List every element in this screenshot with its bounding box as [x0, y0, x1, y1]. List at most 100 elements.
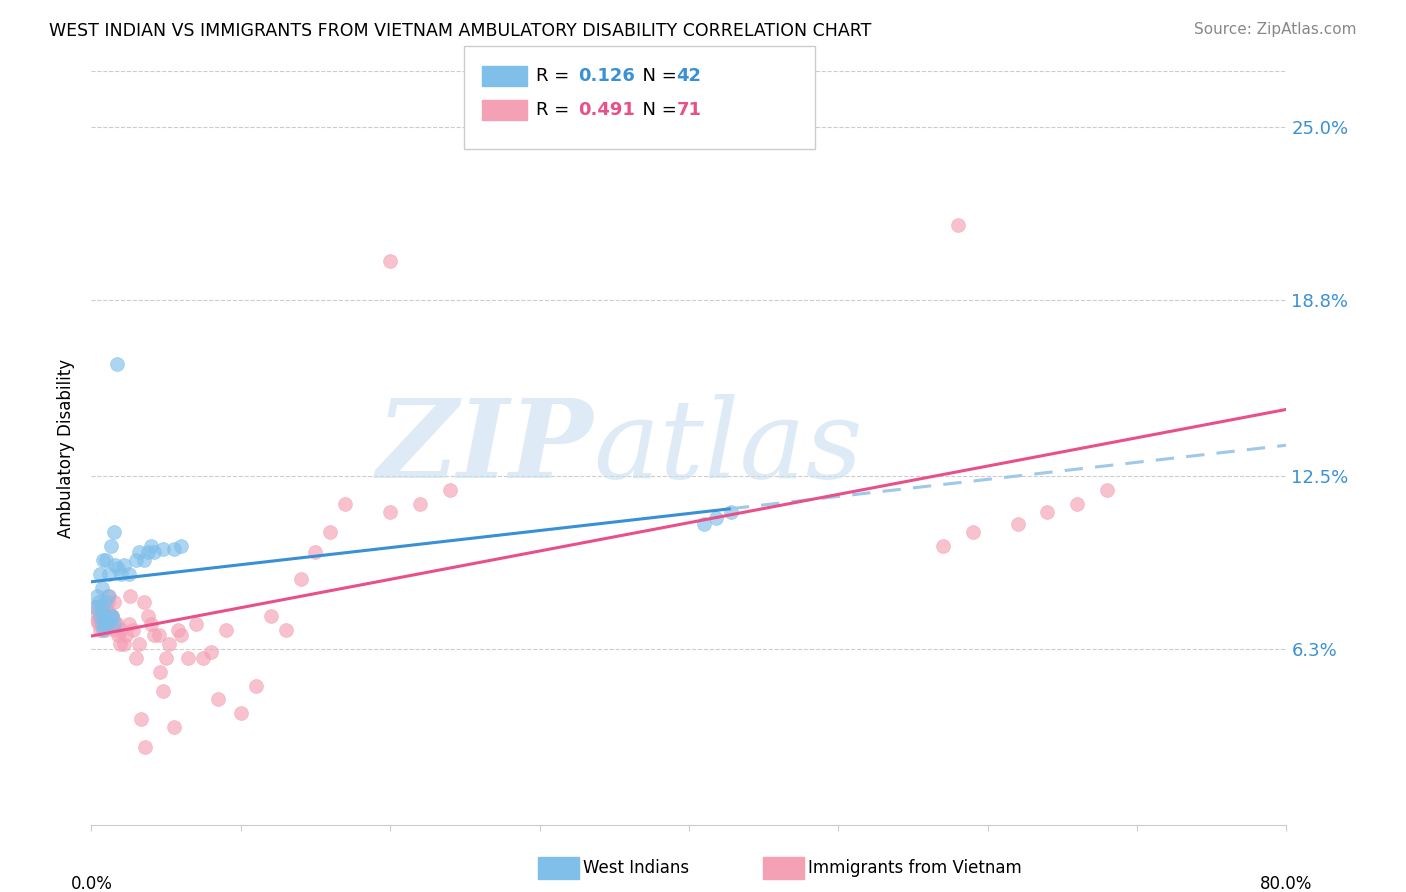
Point [118, 566, 141, 581]
Point [170, 539, 193, 553]
Point [97, 595, 120, 609]
Point [134, 739, 156, 754]
Point [304, 544, 326, 558]
Text: N =: N = [631, 101, 683, 119]
Point [380, 505, 402, 519]
Point [87, 600, 110, 615]
Text: ZIP: ZIP [377, 394, 593, 502]
Text: N =: N = [631, 67, 683, 85]
Text: R =: R = [536, 67, 575, 85]
Point [125, 553, 148, 567]
Point [207, 692, 229, 706]
Point [720, 505, 742, 519]
Point [100, 617, 122, 632]
Point [96, 553, 118, 567]
Point [100, 608, 122, 623]
Point [104, 623, 127, 637]
Point [101, 608, 124, 623]
Text: 0.126: 0.126 [578, 67, 634, 85]
Text: West Indians: West Indians [583, 859, 689, 877]
Point [84, 600, 107, 615]
Point [103, 524, 125, 539]
Point [132, 553, 155, 567]
Point [89, 623, 111, 637]
Point [100, 539, 122, 553]
Point [90, 615, 112, 629]
Point [157, 637, 180, 651]
Point [162, 541, 184, 556]
Point [98, 615, 121, 629]
Point [141, 539, 163, 553]
Point [200, 645, 222, 659]
Point [96, 608, 118, 623]
Point [94, 617, 117, 632]
Point [128, 544, 150, 558]
Point [693, 516, 716, 531]
Text: 0.491: 0.491 [578, 101, 634, 119]
Point [96, 600, 118, 615]
Point [148, 628, 170, 642]
Point [946, 218, 969, 232]
Point [93, 623, 115, 637]
Point [184, 617, 207, 632]
Point [100, 608, 122, 623]
Point [87, 595, 110, 609]
Point [114, 628, 136, 642]
Point [122, 623, 145, 637]
Point [97, 589, 120, 603]
Point [104, 558, 127, 573]
Point [84, 608, 107, 623]
Point [290, 573, 312, 587]
Text: atlas: atlas [593, 394, 863, 502]
Point [932, 539, 955, 553]
Point [170, 628, 193, 642]
Point [439, 483, 461, 497]
Point [704, 511, 727, 525]
Point [125, 650, 148, 665]
Point [89, 608, 111, 623]
Point [93, 553, 115, 567]
Point [132, 595, 155, 609]
Text: 80.0%: 80.0% [1260, 875, 1313, 892]
Point [97, 615, 120, 629]
Y-axis label: Ambulatory Disability: Ambulatory Disability [58, 359, 76, 538]
Point [110, 623, 132, 637]
Point [245, 679, 267, 693]
Point [120, 589, 142, 603]
Point [335, 497, 357, 511]
Point [118, 617, 141, 632]
Text: 71: 71 [676, 101, 702, 119]
Point [90, 581, 112, 595]
Text: WEST INDIAN VS IMMIGRANTS FROM VIETNAM AMBULATORY DISABILITY CORRELATION CHART: WEST INDIAN VS IMMIGRANTS FROM VIETNAM A… [49, 22, 872, 40]
Point [112, 558, 135, 573]
Point [1007, 516, 1029, 531]
Point [89, 608, 111, 623]
Point [409, 497, 432, 511]
Point [107, 628, 129, 642]
Point [143, 628, 166, 642]
Point [1097, 483, 1119, 497]
Text: 42: 42 [676, 67, 702, 85]
Point [107, 561, 129, 575]
Point [1066, 497, 1088, 511]
Point [155, 650, 177, 665]
Point [94, 623, 117, 637]
Point [101, 608, 124, 623]
Point [96, 615, 118, 629]
Point [97, 615, 120, 629]
Point [1036, 505, 1059, 519]
Text: R =: R = [536, 101, 575, 119]
Point [274, 623, 297, 637]
Point [83, 600, 105, 615]
Point [380, 254, 402, 268]
Point [152, 541, 174, 556]
Point [86, 589, 108, 603]
Point [89, 566, 111, 581]
Point [98, 606, 121, 620]
Point [229, 706, 252, 721]
Point [129, 712, 152, 726]
Point [141, 617, 163, 632]
Point [93, 617, 115, 632]
Point [86, 615, 108, 629]
Point [143, 544, 166, 558]
